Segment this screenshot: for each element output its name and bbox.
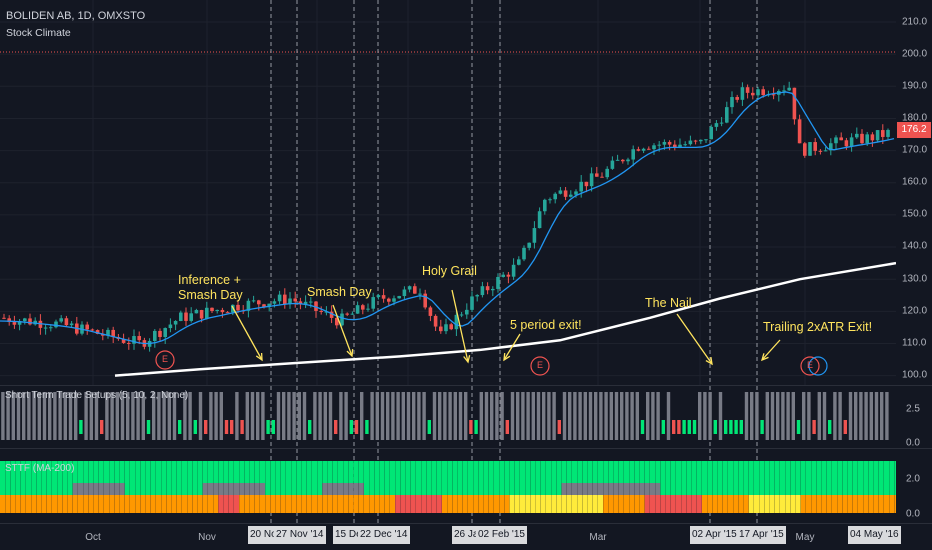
time-label: Mar (589, 532, 607, 543)
price-tick: 160.0 (902, 176, 928, 188)
price-tick: 170.0 (902, 144, 928, 156)
price-tick: 100.0 (902, 369, 928, 381)
pane-divider[interactable] (0, 448, 932, 449)
time-marker: 02 Feb '15 (476, 526, 527, 544)
time-label: May (795, 532, 815, 543)
sttf-tick: 0.0 (906, 508, 920, 520)
time-axis[interactable]: Oct Nov Mar May (0, 524, 932, 550)
price-tick: 120.0 (902, 305, 928, 317)
time-marker: 17 Apr '15 (737, 526, 786, 544)
sttf-tick: 2.0 (906, 473, 920, 485)
earnings-label: E (162, 354, 169, 364)
ma-long-line (114, 261, 896, 377)
time-marker: 04 May '16 (848, 526, 901, 544)
setups-tick: 0.0 (906, 437, 920, 449)
indicator-pane-sttf[interactable]: STTF (MA-200) (0, 449, 896, 523)
last-price-badge: 176.2 (897, 122, 931, 138)
annotation-smash-day-2: Smash Day (307, 285, 372, 299)
sttf-indicator-label: STTF (MA-200) (5, 463, 75, 474)
price-tick: 150.0 (902, 208, 928, 220)
annotation-inference: Inference + (178, 273, 241, 287)
indicator-name: Stock Climate (6, 27, 71, 39)
annotation-smash-day-1: Smash Day (178, 288, 243, 302)
price-pane[interactable]: BOLIDEN AB, 1D, OMXSTO Stock Climate Inf… (0, 0, 896, 385)
price-tick: 190.0 (902, 80, 928, 92)
price-tick: 140.0 (902, 240, 928, 252)
earnings-label: E (807, 360, 814, 370)
annotation-trailing-exit: Trailing 2xATR Exit! (763, 320, 873, 334)
earnings-label: E (537, 360, 544, 370)
symbol-title: BOLIDEN AB, 1D, OMXSTO (6, 10, 146, 22)
earnings-marker (155, 350, 828, 376)
setups-tick: 2.5 (906, 403, 920, 415)
time-label: Nov (198, 532, 216, 543)
setups-histogram (1, 386, 889, 448)
sttf-bands (0, 449, 896, 523)
price-tick: 210.0 (902, 16, 928, 28)
time-marker: 22 Dec '14 (358, 526, 410, 544)
time-marker: 02 Apr '15 (690, 526, 739, 544)
time-marker: 27 Nov '14 (274, 526, 326, 544)
setups-indicator-label: Short Term Trade Setups (5, 10, 2, None) (5, 390, 189, 401)
price-chart[interactable] (0, 0, 896, 385)
pane-divider[interactable] (0, 385, 932, 386)
ma-short-line (0, 91, 895, 345)
price-tick: 200.0 (902, 48, 928, 60)
pane-divider (0, 523, 932, 524)
price-tick: 130.0 (902, 273, 928, 285)
setups-axis[interactable]: 2.5 0.0 (896, 386, 932, 449)
price-tick: 110.0 (902, 337, 927, 349)
indicator-pane-setups[interactable]: Short Term Trade Setups (5, 10, 2, None) (0, 386, 896, 448)
sttf-axis[interactable]: 2.0 0.0 (896, 449, 932, 523)
time-label: Oct (85, 532, 101, 543)
price-tick: 180.0 (902, 112, 928, 124)
annotation-holy-grail: Holy Grail (422, 264, 477, 278)
annotation-5-period-exit: 5 period exit! (510, 318, 582, 332)
price-axis[interactable]: 210.0 200.0 190.0 180.0 170.0 160.0 150.… (896, 0, 932, 385)
annotation-the-nail: The Nail (645, 296, 692, 310)
